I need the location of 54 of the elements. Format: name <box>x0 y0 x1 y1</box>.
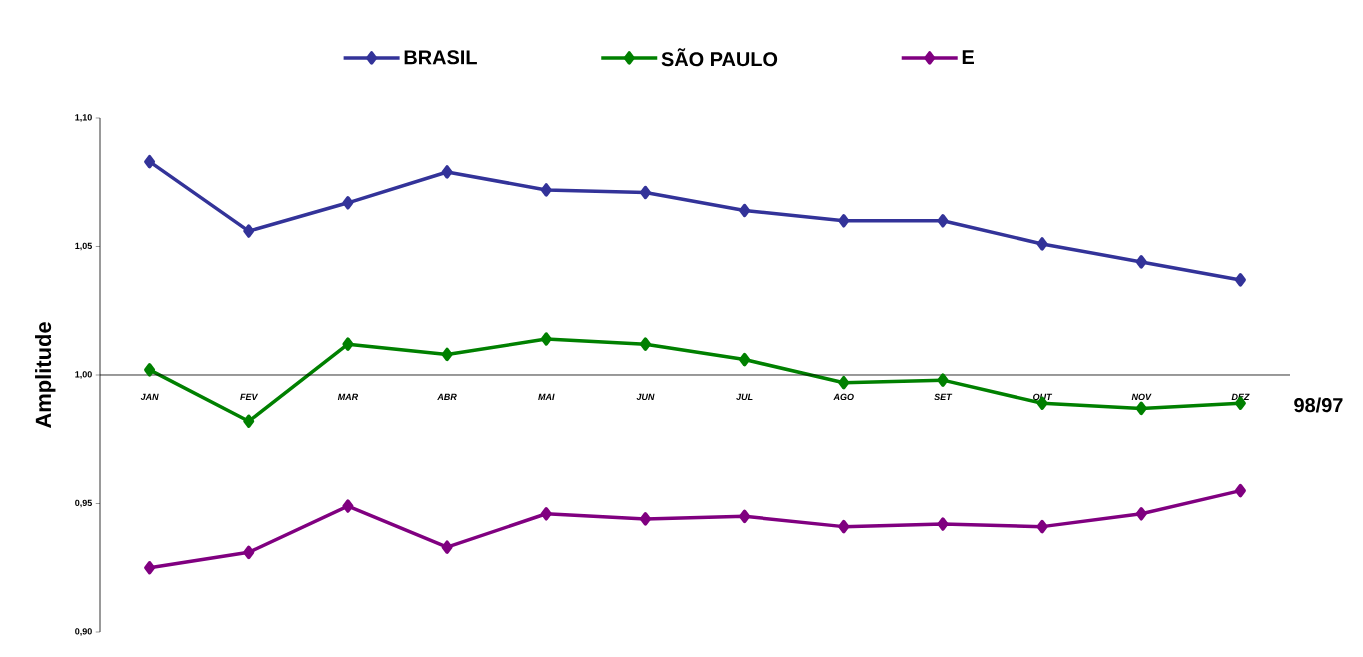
point <box>441 347 453 362</box>
point <box>937 214 949 228</box>
x-tick-label: MAR <box>337 393 359 400</box>
y-tick-label: 0,90 <box>75 628 92 636</box>
point <box>144 561 156 575</box>
point <box>639 185 651 200</box>
x-tick-label: AGO <box>833 393 854 401</box>
point <box>342 337 354 351</box>
point <box>441 540 453 554</box>
legend-label: SÃO PAULO <box>661 48 778 67</box>
point <box>739 352 751 367</box>
point <box>1234 273 1246 287</box>
point <box>1135 255 1147 269</box>
point <box>144 154 156 169</box>
y-tick-label: 1,00 <box>75 371 92 379</box>
point <box>243 545 255 560</box>
point <box>243 414 255 429</box>
x-tick-label: ABR <box>437 393 457 400</box>
point <box>342 499 354 513</box>
y-tick-label: 1,10 <box>75 114 92 122</box>
point <box>1036 519 1048 534</box>
y-axis-title: Amplitude <box>35 322 56 429</box>
x-tick-label: FEV <box>240 393 259 400</box>
point <box>838 214 850 228</box>
point <box>1234 483 1246 498</box>
y-tick-label: 0,95 <box>75 499 92 508</box>
y-tick-label: 1,05 <box>75 242 92 251</box>
x-tick-label: JUN <box>636 393 655 401</box>
point <box>1036 237 1048 251</box>
point <box>937 517 949 531</box>
point <box>342 196 354 210</box>
point <box>441 165 453 179</box>
point <box>739 203 751 218</box>
point <box>639 337 651 351</box>
point <box>540 183 552 197</box>
x-axis-title: 98/97 <box>1294 397 1343 413</box>
point <box>243 224 255 238</box>
x-tick-label: SET <box>934 393 953 401</box>
point <box>540 332 552 346</box>
point <box>739 509 751 524</box>
point <box>639 512 651 526</box>
point <box>838 519 850 534</box>
legend-label: E <box>962 50 974 65</box>
point <box>1135 507 1147 521</box>
point <box>937 373 949 387</box>
point <box>1135 401 1147 416</box>
point <box>838 375 850 390</box>
x-tick-label: NOV <box>1131 393 1152 401</box>
x-tick-label: JAN <box>140 393 159 401</box>
x-tick-label: MAI <box>538 393 555 400</box>
x-tick-label: JUL <box>736 393 753 401</box>
point <box>144 363 156 377</box>
point <box>540 507 552 521</box>
legend-label: BRASIL <box>404 50 477 65</box>
